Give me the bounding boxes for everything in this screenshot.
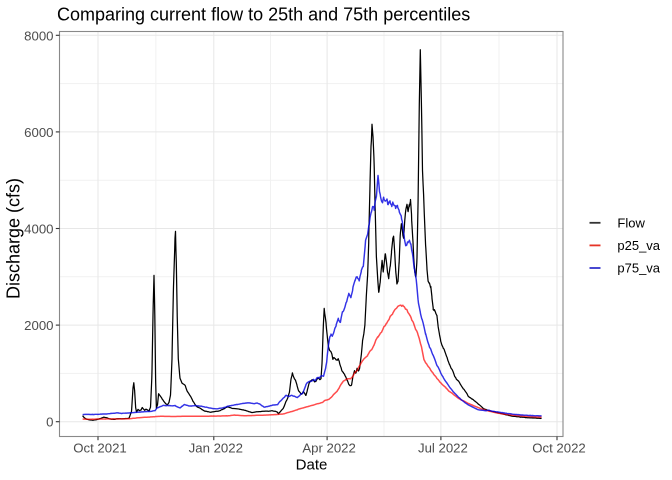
svg-text:Apr 2022: Apr 2022 <box>302 441 356 456</box>
svg-text:p25_va: p25_va <box>617 238 660 253</box>
svg-text:Oct 2021: Oct 2021 <box>73 441 127 456</box>
svg-text:0: 0 <box>46 415 53 430</box>
svg-text:8000: 8000 <box>24 28 53 43</box>
svg-text:Oct 2022: Oct 2022 <box>532 441 586 456</box>
svg-text:p75_va: p75_va <box>617 261 660 276</box>
svg-text:2000: 2000 <box>24 318 53 333</box>
svg-text:Flow: Flow <box>617 215 645 230</box>
svg-text:Jul 2022: Jul 2022 <box>418 441 468 456</box>
svg-text:6000: 6000 <box>24 125 53 140</box>
svg-text:Jan 2022: Jan 2022 <box>189 441 243 456</box>
svg-text:Comparing current flow to 25th: Comparing current flow to 25th and 75th … <box>57 5 470 25</box>
svg-text:Date: Date <box>296 457 328 474</box>
svg-text:Discharge (cfs): Discharge (cfs) <box>4 178 24 299</box>
svg-text:4000: 4000 <box>24 222 53 237</box>
